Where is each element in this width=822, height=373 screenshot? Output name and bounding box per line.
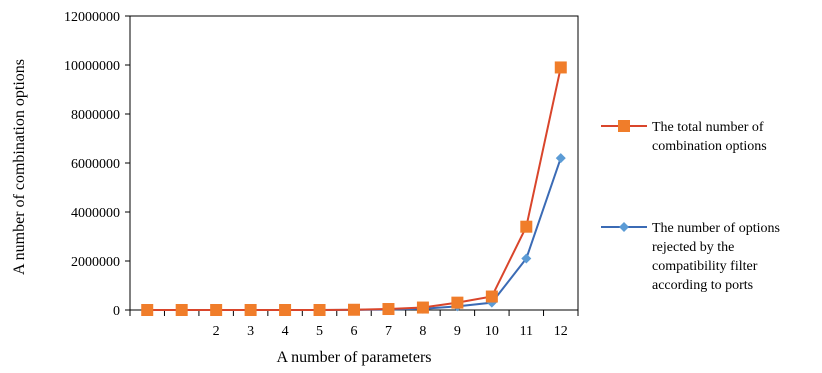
series-1-point xyxy=(210,304,223,316)
series-1-points xyxy=(141,61,567,316)
x-tick-label: 8 xyxy=(419,324,426,339)
legend-label-line: The number of options xyxy=(652,221,780,236)
y-tick-label: 6000000 xyxy=(71,157,120,172)
y-tick-label: 10000000 xyxy=(64,59,120,74)
legend-label-line: The total number of xyxy=(652,120,764,135)
legend-marker xyxy=(618,120,630,132)
legend-label-line: combination options xyxy=(652,139,767,154)
y-tick-label: 0 xyxy=(113,304,120,319)
legend-marker xyxy=(619,222,629,232)
legend-entry-1: The total number of combination options xyxy=(601,120,767,154)
series-2-point xyxy=(521,253,532,264)
series-1-point xyxy=(416,301,429,314)
y-tick-label: 8000000 xyxy=(71,108,120,123)
series-1-point xyxy=(175,304,188,316)
series-2-line xyxy=(147,157,562,311)
plot-area xyxy=(129,15,579,311)
legend-label-line: according to ports xyxy=(652,278,753,293)
series-1-point xyxy=(451,296,464,309)
x-tick-label: 2 xyxy=(213,324,220,339)
x-axis: 2 3 4 5 6 7 8 9 10 11 12 xyxy=(129,310,579,339)
series-2 xyxy=(147,157,562,311)
x-tick-label: 3 xyxy=(247,324,254,339)
y-axis-title: A number of combination options xyxy=(11,59,28,275)
series-1-point xyxy=(520,220,533,233)
series-2-point xyxy=(555,153,566,164)
series-1-point xyxy=(313,304,326,316)
x-tick-label: 5 xyxy=(316,324,323,339)
series-1-point xyxy=(485,290,498,303)
series-1-point xyxy=(244,304,257,316)
x-tick-label: 7 xyxy=(385,324,392,339)
x-tick-label: 11 xyxy=(520,324,533,339)
series-1-point xyxy=(141,304,154,316)
x-axis-title: A number of parameters xyxy=(276,349,431,366)
series-1-line xyxy=(147,67,562,311)
legend-label-line: rejected by the xyxy=(652,240,734,255)
legend-label-line: compatibility filter xyxy=(652,259,758,274)
y-tick-label: 2000000 xyxy=(71,255,120,270)
series-1-point xyxy=(279,304,292,316)
series-1 xyxy=(147,67,562,311)
series-1-point xyxy=(554,61,567,74)
y-tick-label: 12000000 xyxy=(64,10,120,25)
x-tick-label: 9 xyxy=(454,324,461,339)
y-tick-label: 4000000 xyxy=(71,206,120,221)
x-tick-label: 4 xyxy=(282,324,289,339)
series-layer xyxy=(141,61,567,316)
x-tick-label: 10 xyxy=(485,324,499,339)
y-axis: 0 2000000 4000000 6000000 8000000 10000000 120… xyxy=(64,10,130,319)
x-tick-label: 12 xyxy=(554,324,568,339)
legend-entry-2: The number of options rejected by the comp… xyxy=(601,221,780,293)
x-tick-label: 6 xyxy=(351,324,358,339)
series-1-point xyxy=(382,303,395,316)
series-1-point xyxy=(348,303,360,316)
